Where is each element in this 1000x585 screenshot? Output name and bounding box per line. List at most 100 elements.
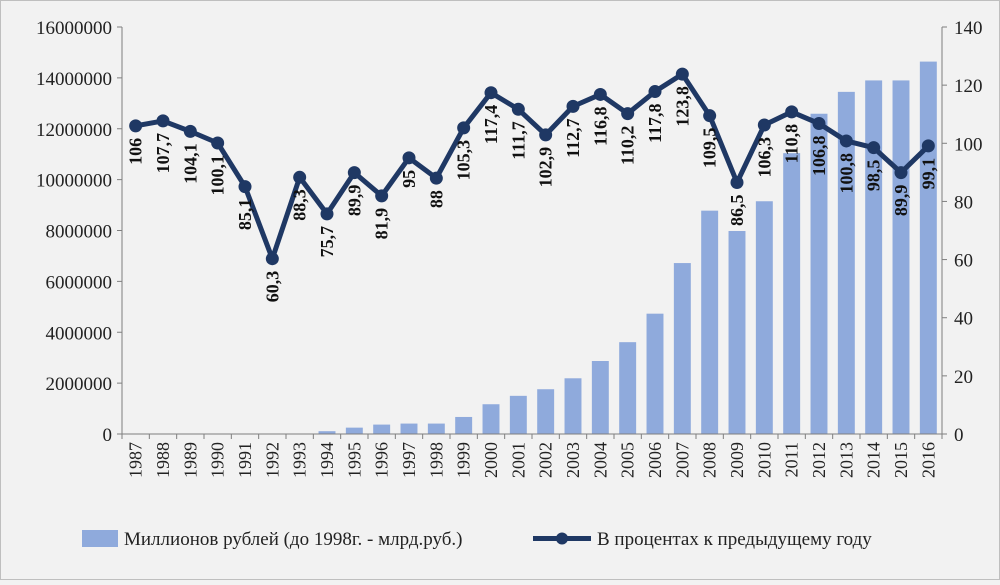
y-left-tick-label: 10000000 bbox=[36, 171, 112, 192]
bar bbox=[728, 231, 746, 434]
line-marker bbox=[238, 180, 252, 194]
data-label: 100,8 bbox=[836, 153, 856, 194]
data-label: 106,8 bbox=[809, 136, 829, 177]
x-tick-label: 2002 bbox=[536, 442, 556, 478]
line-marker bbox=[457, 121, 471, 135]
line-marker bbox=[621, 107, 635, 121]
y-left-tick-label: 0 bbox=[103, 425, 113, 446]
bar bbox=[427, 423, 445, 434]
x-tick-label: 1999 bbox=[454, 442, 474, 478]
y-right-tick-label: 0 bbox=[954, 425, 964, 446]
y-left-tick-label: 8000000 bbox=[46, 222, 113, 243]
data-label: 75,7 bbox=[317, 226, 337, 258]
bar bbox=[619, 342, 637, 434]
bar bbox=[591, 360, 609, 434]
line-marker bbox=[839, 134, 853, 148]
line-marker bbox=[211, 136, 225, 150]
line-marker bbox=[129, 119, 143, 133]
x-tick-label: 2013 bbox=[836, 442, 856, 478]
data-label: 111,7 bbox=[508, 121, 528, 160]
legend: Миллионов рублей (до 1998г. - млрд.руб.)… bbox=[82, 529, 872, 550]
line-marker bbox=[730, 176, 744, 190]
labels-layer: 106 107,7 104,1 100,1 85,1 60,3 88,3 75,7 89,9 81… bbox=[126, 86, 939, 302]
bar bbox=[919, 61, 937, 434]
line-marker bbox=[320, 207, 334, 221]
x-tick-label: 2007 bbox=[672, 442, 692, 478]
line-marker bbox=[867, 141, 881, 155]
bar bbox=[865, 80, 883, 434]
line-marker bbox=[375, 189, 389, 203]
line-marker bbox=[675, 67, 689, 81]
line-marker bbox=[921, 139, 935, 153]
data-label: 123,8 bbox=[672, 86, 692, 127]
bar bbox=[400, 423, 418, 434]
x-tick-label: 1995 bbox=[344, 442, 364, 478]
legend-label-bars: Миллионов рублей (до 1998г. - млрд.руб.) bbox=[124, 529, 463, 550]
bar bbox=[892, 80, 910, 434]
line-marker bbox=[894, 166, 908, 180]
bar bbox=[482, 404, 500, 434]
data-label: 88,3 bbox=[290, 189, 310, 221]
x-tick-label: 1987 bbox=[126, 442, 146, 478]
x-tick-label: 2016 bbox=[918, 442, 938, 478]
line-marker bbox=[293, 170, 307, 184]
data-label: 89,9 bbox=[891, 185, 911, 217]
data-label: 116,8 bbox=[590, 106, 610, 146]
y-right-tick-label: 40 bbox=[954, 309, 973, 330]
data-label: 89,9 bbox=[344, 185, 364, 217]
x-tick-label: 2012 bbox=[809, 442, 829, 478]
line-marker bbox=[429, 171, 443, 185]
bar bbox=[755, 201, 773, 434]
bar bbox=[810, 113, 828, 434]
y-left-tick-label: 6000000 bbox=[46, 272, 113, 293]
x-tick-label: 1990 bbox=[208, 442, 228, 478]
data-label: 107,7 bbox=[153, 133, 173, 174]
x-tick-label: 2008 bbox=[700, 442, 720, 478]
x-tick-label: 1993 bbox=[290, 442, 310, 478]
bar bbox=[509, 395, 527, 434]
x-tick-label: 1994 bbox=[317, 442, 337, 478]
x-tick-label: 2000 bbox=[481, 442, 501, 478]
data-label: 85,1 bbox=[235, 199, 255, 231]
x-tick-label: 2001 bbox=[508, 442, 528, 478]
y-left-tick-label: 2000000 bbox=[46, 374, 113, 395]
line-marker bbox=[265, 252, 279, 266]
data-label: 81,9 bbox=[372, 208, 392, 240]
legend-swatch-bars bbox=[82, 530, 118, 547]
x-tick-label: 1991 bbox=[235, 442, 255, 478]
x-tick-label: 2005 bbox=[618, 442, 638, 478]
line-marker bbox=[183, 124, 197, 138]
y-right-tick-label: 120 bbox=[954, 76, 983, 97]
y-right-tick-label: 80 bbox=[954, 192, 973, 213]
data-label: 109,5 bbox=[700, 128, 720, 168]
line-marker bbox=[757, 118, 771, 132]
data-label: 110,2 bbox=[618, 126, 638, 166]
line-marker bbox=[347, 166, 361, 180]
x-tick-label: 2004 bbox=[590, 442, 610, 478]
line-marker bbox=[812, 117, 826, 131]
bar bbox=[373, 424, 391, 434]
x-tick-label: 1998 bbox=[426, 442, 446, 478]
x-tick-label: 2003 bbox=[563, 442, 583, 478]
y-right-tick-label: 100 bbox=[954, 134, 983, 155]
y-left-tick-label: 12000000 bbox=[36, 120, 112, 141]
y-left-tick-label: 16000000 bbox=[36, 18, 112, 39]
line-marker bbox=[703, 109, 717, 123]
line-marker bbox=[511, 102, 525, 116]
bar bbox=[318, 431, 336, 434]
bar bbox=[537, 389, 555, 434]
line-marker bbox=[785, 105, 799, 119]
bar bbox=[783, 153, 801, 435]
data-label: 99,1 bbox=[918, 158, 938, 190]
x-tick-label: 2015 bbox=[891, 442, 911, 478]
data-label: 105,3 bbox=[454, 140, 474, 181]
line-marker bbox=[402, 151, 416, 165]
bar bbox=[455, 416, 473, 434]
data-label: 95 bbox=[399, 170, 419, 188]
data-label: 117,4 bbox=[481, 105, 501, 145]
x-tick-label: 1992 bbox=[262, 442, 282, 478]
x-tick-label: 2014 bbox=[864, 442, 884, 478]
bar bbox=[673, 263, 691, 434]
